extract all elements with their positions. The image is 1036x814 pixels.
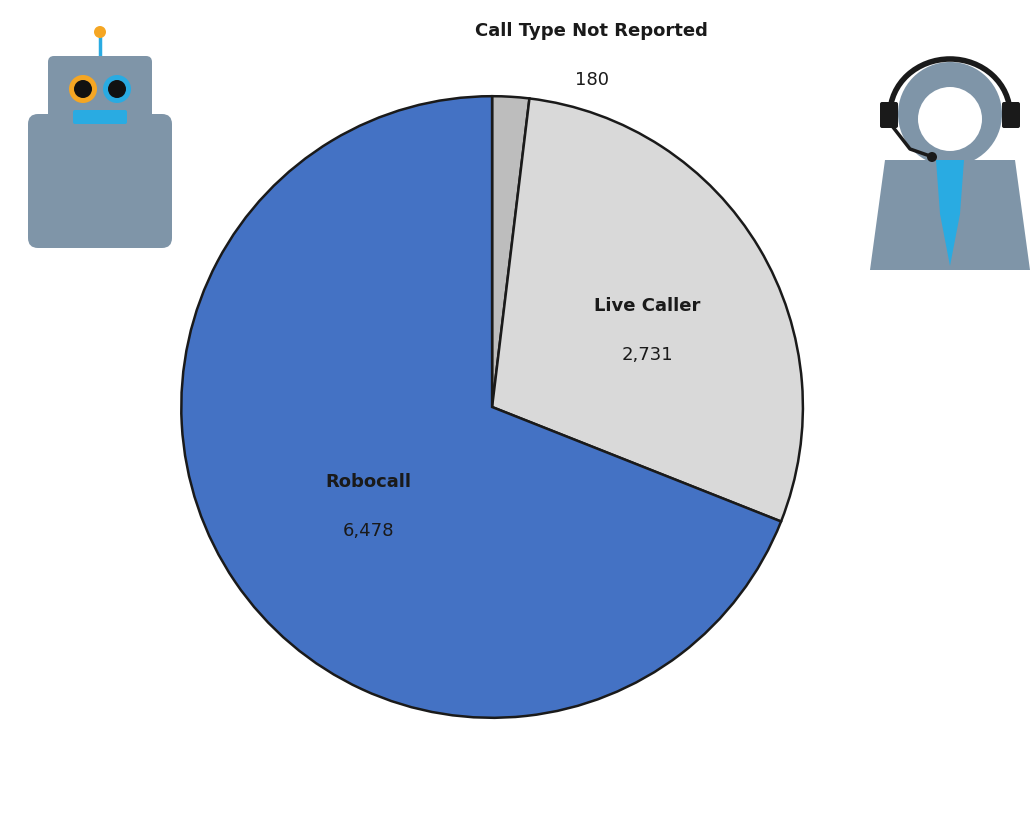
- Wedge shape: [492, 98, 803, 522]
- Circle shape: [103, 75, 131, 103]
- Circle shape: [927, 152, 937, 162]
- Wedge shape: [492, 96, 529, 407]
- FancyBboxPatch shape: [880, 102, 898, 128]
- Text: Call Type Not Reported: Call Type Not Reported: [476, 22, 708, 40]
- Circle shape: [898, 62, 1002, 166]
- Polygon shape: [936, 160, 965, 266]
- Circle shape: [918, 87, 982, 151]
- Circle shape: [94, 26, 106, 38]
- Text: 6,478: 6,478: [343, 522, 395, 540]
- Circle shape: [74, 80, 92, 98]
- Text: Robocall: Robocall: [325, 473, 411, 491]
- Text: 180: 180: [575, 72, 608, 90]
- Text: 2,731: 2,731: [622, 346, 672, 364]
- FancyBboxPatch shape: [1002, 102, 1020, 128]
- FancyBboxPatch shape: [28, 114, 172, 248]
- Wedge shape: [181, 96, 781, 718]
- Polygon shape: [870, 160, 1030, 270]
- FancyBboxPatch shape: [73, 110, 127, 124]
- FancyBboxPatch shape: [48, 56, 152, 120]
- Circle shape: [108, 80, 126, 98]
- Text: Live Caller: Live Caller: [594, 297, 700, 315]
- Circle shape: [69, 75, 97, 103]
